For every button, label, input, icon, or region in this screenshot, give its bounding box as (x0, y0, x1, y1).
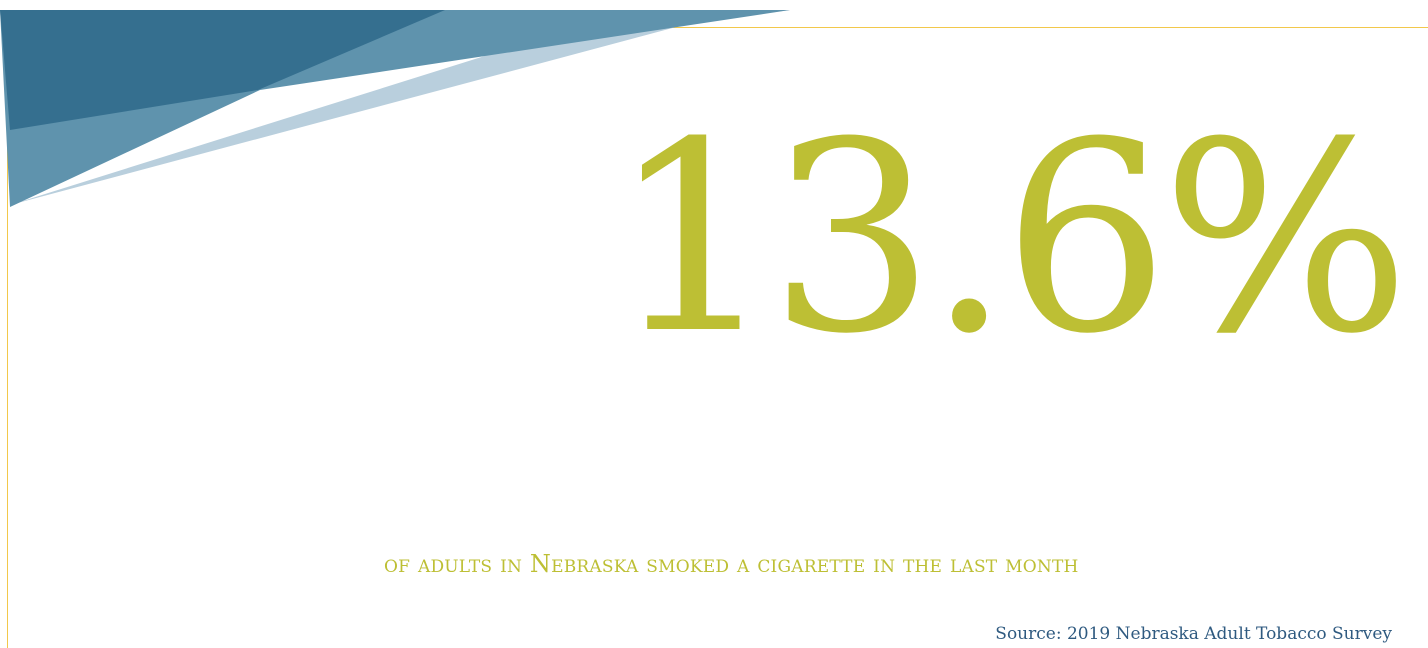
headline-statistic: 13.6% (610, 86, 1410, 391)
slide-frame-border (7, 27, 1428, 648)
banner-dark-shard (0, 10, 445, 130)
source-citation: Source: 2019 Nebraska Adult Tobacco Surv… (995, 624, 1392, 644)
decorative-banner (0, 10, 790, 207)
statistic-caption: of adults in Nebraska smoked a cigarette… (384, 550, 1079, 578)
